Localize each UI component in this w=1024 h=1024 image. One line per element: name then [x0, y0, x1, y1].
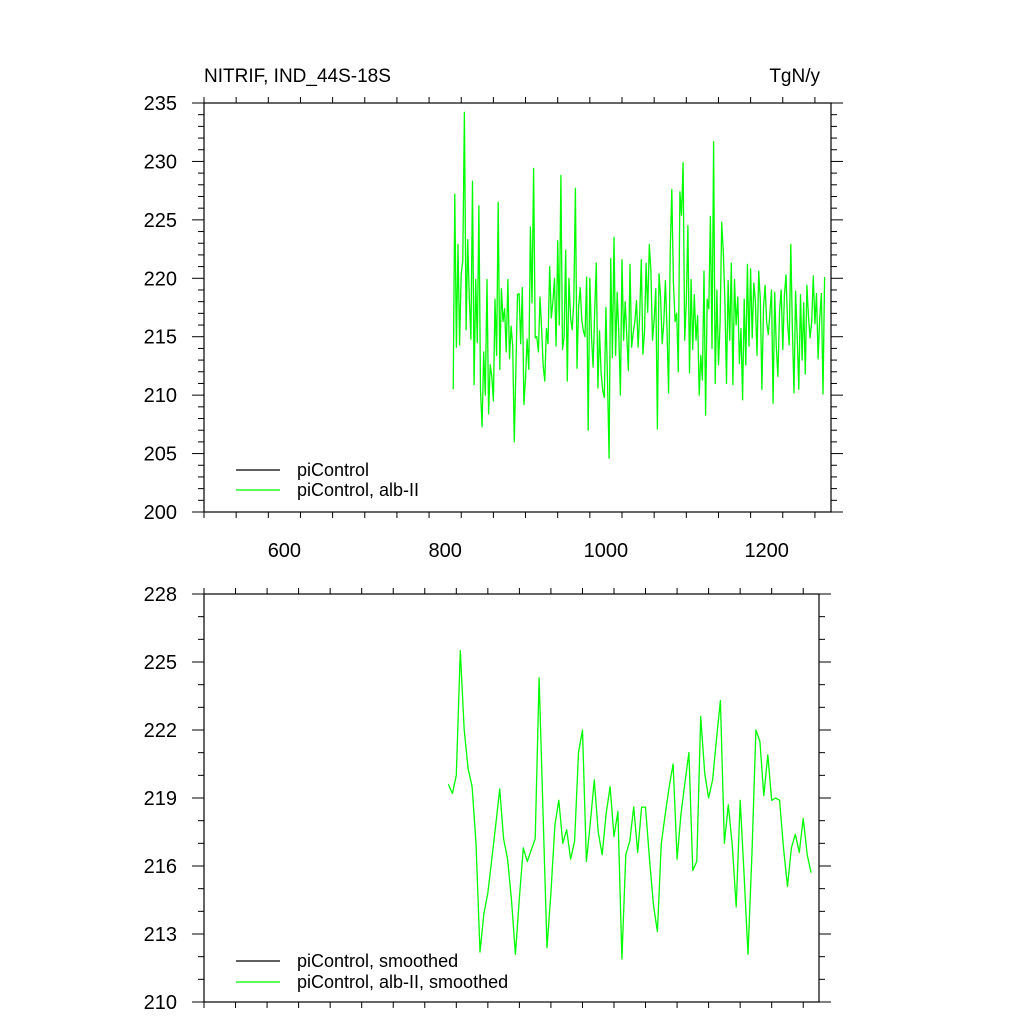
top-chart-title: NITRIF, IND_44S-18S: [204, 66, 391, 87]
top-x-tick-labels: 600 800 1000 1200: [268, 540, 789, 562]
y-tick-label: 219: [144, 788, 177, 810]
y-tick-label: 222: [144, 720, 177, 742]
y-tick-label: 228: [144, 584, 177, 606]
y-tick-label: 213: [144, 924, 177, 946]
top-chart-units: TgN/y: [769, 66, 820, 87]
y-tick-label: 235: [144, 93, 177, 115]
y-tick-label: 225: [144, 652, 177, 674]
top-plot-frame: [203, 102, 832, 513]
legend-label-picontrol: piControl: [297, 460, 369, 480]
bottom-legend: piControl, smoothed piControl, alb-II, s…: [236, 951, 508, 992]
series-line-picontrol-alb-ii: [452, 111, 826, 459]
legend-label-picontrol-alb-ii-smoothed: piControl, alb-II, smoothed: [297, 972, 508, 992]
bottom-panel: 210 213 216 219 222 225 228 piControl, smoothe…: [144, 584, 831, 1014]
x-tick-label: 1000: [584, 540, 629, 562]
y-tick-label: 210: [144, 992, 177, 1014]
y-tick-label: 200: [144, 502, 177, 524]
bottom-y-tick-labels: 210 213 216 219 222 225 228: [144, 584, 177, 1014]
y-tick-label: 220: [144, 268, 177, 290]
y-tick-label: 215: [144, 327, 177, 349]
y-tick-label: 225: [144, 210, 177, 232]
y-tick-label: 210: [144, 385, 177, 407]
top-legend: piControl piControl, alb-II: [236, 460, 419, 500]
bottom-series: [447, 650, 812, 960]
top-panel: NITRIF, IND_44S-18S TgN/y 600 800 1000 1200…: [144, 66, 843, 562]
legend-label-picontrol-smoothed: piControl, smoothed: [297, 951, 458, 971]
top-y-tick-labels: 200 205 210 215 220 225 230 235: [144, 93, 177, 524]
legend-label-picontrol-alb-ii: piControl, alb-II: [297, 480, 419, 500]
x-tick-label: 1200: [744, 540, 789, 562]
top-ticks: [192, 97, 843, 518]
bottom-plot-frame: [203, 593, 820, 1003]
top-series: [452, 111, 826, 459]
y-tick-label: 230: [144, 151, 177, 173]
series-line-picontrol-alb-ii-smoothed: [447, 650, 812, 960]
y-tick-label: 205: [144, 444, 177, 466]
x-tick-label: 600: [268, 540, 301, 562]
bottom-ticks: [192, 588, 831, 1008]
y-tick-label: 216: [144, 856, 177, 878]
x-tick-label: 800: [428, 540, 461, 562]
